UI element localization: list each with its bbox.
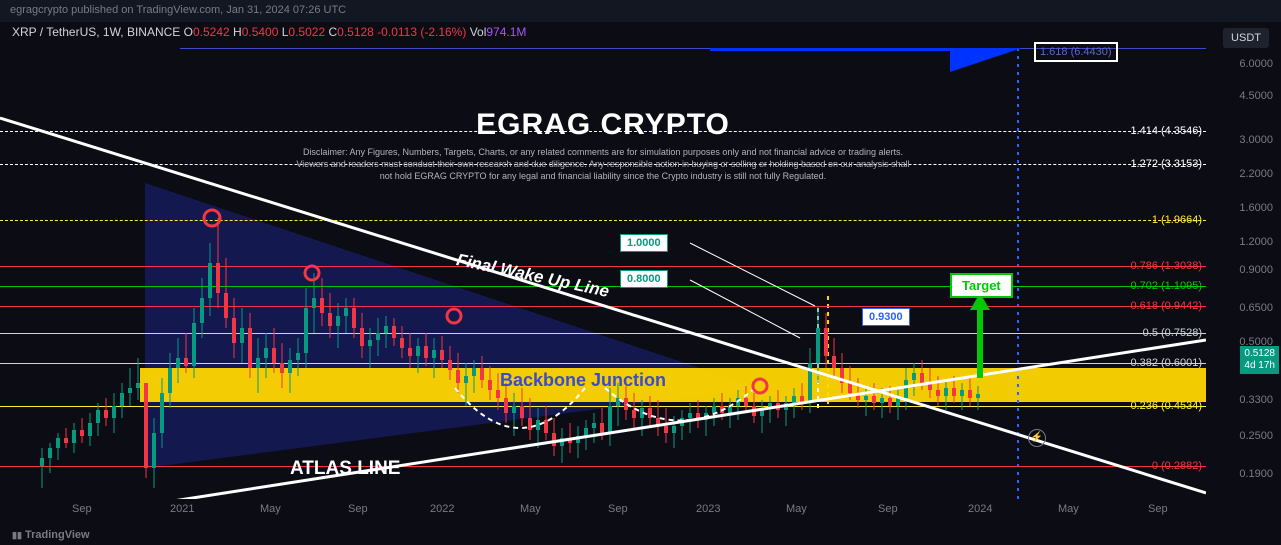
chart-container: egragcrypto published on TradingView.com… xyxy=(0,0,1281,545)
xaxis-tick: Sep xyxy=(1148,503,1168,515)
ticker-high-label: H xyxy=(233,25,242,39)
goto-realtime-icon[interactable]: ⚡ xyxy=(1028,429,1046,447)
ticker-low: 0.5022 xyxy=(288,25,325,39)
yaxis-tick: 2.2000 xyxy=(1239,168,1273,180)
price-axis[interactable]: 6.0000 4.5000 3.0000 2.2000 1.6000 1.2000 0.90… xyxy=(1206,48,1281,499)
xaxis-tick: May xyxy=(786,503,807,515)
ticker-high: 0.5400 xyxy=(242,25,279,39)
value-box-2: 0.8000 xyxy=(620,270,668,288)
fib-level-label: 0.236 (0.4534) xyxy=(1130,400,1202,412)
xaxis-tick: Sep xyxy=(608,503,628,515)
last-price-marker: 0.51284d 17h xyxy=(1240,346,1279,374)
fib-level-line xyxy=(0,306,1206,307)
fib-ext-box: 1.618 (6.4430) xyxy=(1034,42,1118,62)
fib-level-label: 0.5 (0.7528) xyxy=(1143,327,1202,339)
xaxis-tick: Sep xyxy=(348,503,368,515)
chart-area[interactable]: 1.414 (4.3546) 1.272 (3.3153) 1 (1.9664) 0.… xyxy=(0,48,1206,499)
ticker-close: 0.5128 xyxy=(337,25,374,39)
disclaimer: Disclaimer: Any Figures, Numbers, Target… xyxy=(293,146,913,182)
fib-level-line xyxy=(0,333,1206,334)
yaxis-tick: 0.6500 xyxy=(1239,302,1273,314)
ticker-change: -0.0113 (-2.16%) xyxy=(377,25,466,39)
tradingview-logo: ▮▮ TradingView xyxy=(12,529,90,541)
fib-level-line xyxy=(0,406,1206,407)
yaxis-tick: 6.0000 xyxy=(1239,58,1273,70)
chart-title: EGRAG CRYPTO xyxy=(476,108,730,142)
fib-level-label: 1 (1.9664) xyxy=(1152,214,1202,226)
xaxis-tick: Sep xyxy=(878,503,898,515)
xaxis-tick: 2021 xyxy=(170,503,194,515)
yaxis-tick: 1.6000 xyxy=(1239,202,1273,214)
fib-level-line xyxy=(0,466,1206,467)
xaxis-tick: Sep xyxy=(72,503,92,515)
yaxis-tick: 3.0000 xyxy=(1239,134,1273,146)
fib-level-line xyxy=(0,363,1206,364)
xaxis-tick: 2023 xyxy=(696,503,720,515)
xaxis-tick: 2022 xyxy=(430,503,454,515)
ticker-open: 0.5242 xyxy=(193,25,230,39)
backbone-band xyxy=(140,368,1206,402)
fib-level-label: 0 (0.2882) xyxy=(1152,460,1202,472)
ticker-open-label: O xyxy=(184,25,193,39)
value-box-3: 0.9300 xyxy=(862,308,910,326)
atlas-label: ATLAS LINE xyxy=(290,458,400,480)
yaxis-tick: 0.1900 xyxy=(1239,468,1273,480)
ticker-vol-label: Vol xyxy=(470,25,487,39)
fib-level-label: 0.618 (0.9442) xyxy=(1130,300,1202,312)
fib-level-label: 0.702 (1.1095) xyxy=(1130,280,1202,292)
backbone-label: Backbone Junction xyxy=(500,370,666,391)
publish-byline: egragcrypto published on TradingView.com… xyxy=(0,0,1281,22)
ticker-row: XRP / TetherUS, 1W, BINANCE O0.5242 H0.5… xyxy=(12,25,526,39)
yaxis-tick: 0.3300 xyxy=(1239,394,1273,406)
xaxis-tick: May xyxy=(1058,503,1079,515)
target-label: Target xyxy=(950,273,1013,298)
ticker-close-label: C xyxy=(328,25,337,39)
fib-level-label: 0.382 (0.6001) xyxy=(1130,357,1202,369)
xaxis-tick: 2024 xyxy=(968,503,992,515)
fib-level-label: 1.272 (3.3153) xyxy=(1130,158,1202,170)
fib-level-line xyxy=(0,266,1206,267)
quote-currency-button[interactable]: USDT xyxy=(1223,28,1269,48)
xaxis-tick: May xyxy=(260,503,281,515)
yaxis-tick: 0.2500 xyxy=(1239,430,1273,442)
yaxis-tick: 0.9000 xyxy=(1239,264,1273,276)
ticker-symbol: XRP / TetherUS, 1W, BINANCE xyxy=(12,25,180,39)
yaxis-tick: 4.5000 xyxy=(1239,90,1273,102)
fib-level-label: 0.786 (1.3038) xyxy=(1130,260,1202,272)
yaxis-tick: 1.2000 xyxy=(1239,236,1273,248)
wakeup-label: Final Wake Up Line xyxy=(455,250,611,302)
time-axis[interactable]: Sep 2021 May Sep 2022 May Sep 2023 May Sep 2024 May… xyxy=(0,501,1206,521)
fib-level-label: 1.414 (4.3546) xyxy=(1130,125,1202,137)
ticker-vol: 974.1M xyxy=(486,25,526,39)
value-box-1: 1.0000 xyxy=(620,234,668,252)
xaxis-tick: May xyxy=(520,503,541,515)
fib-level-line xyxy=(0,220,1206,221)
